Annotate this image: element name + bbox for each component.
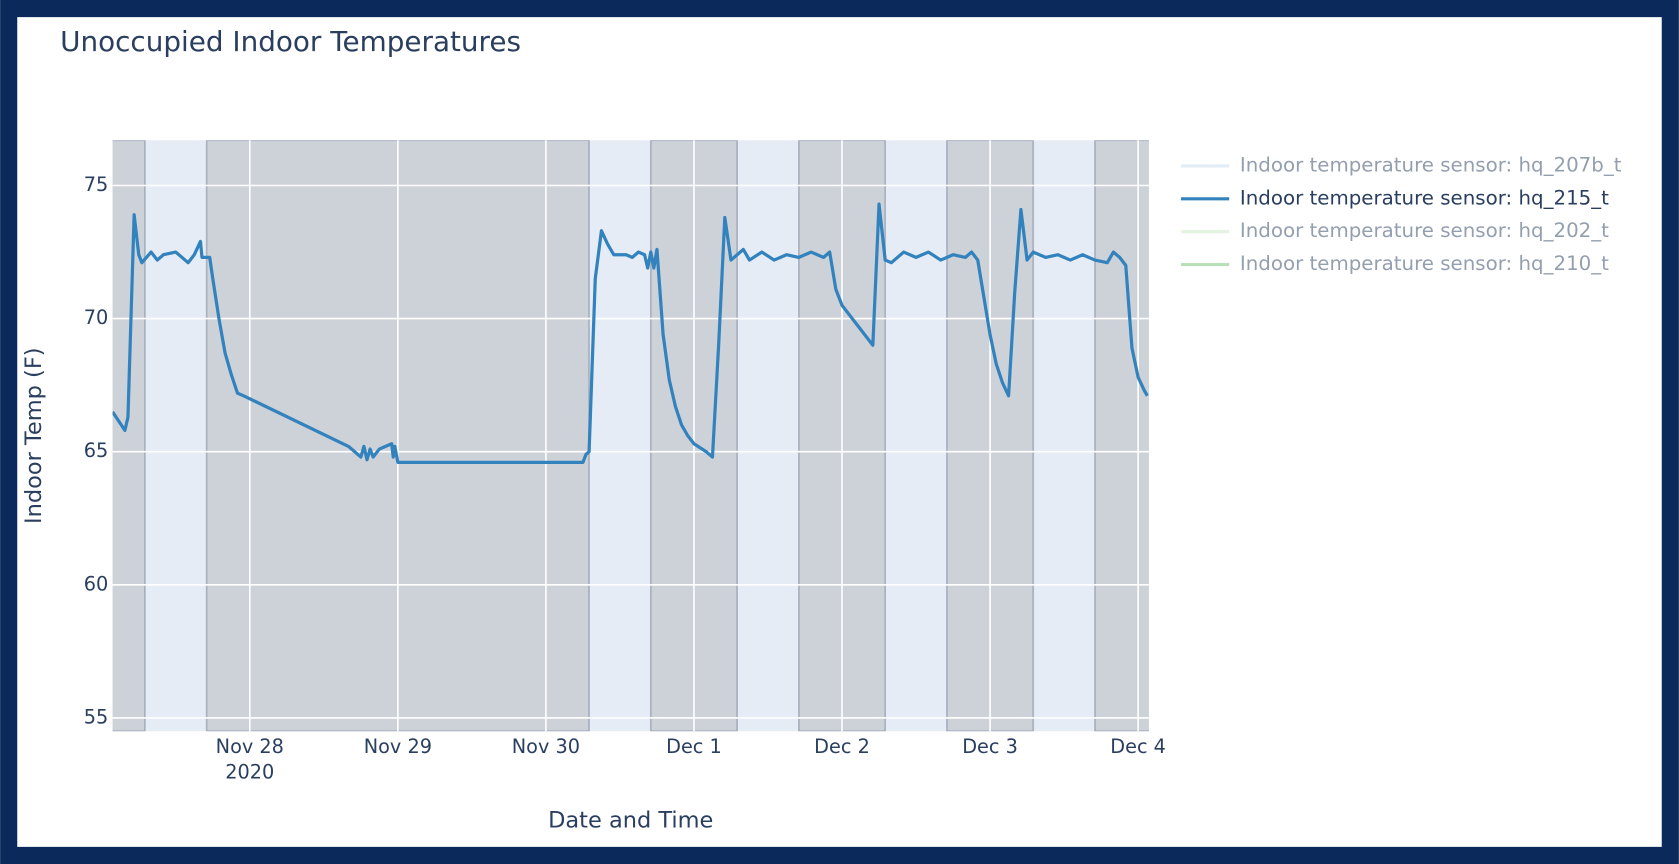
y-tick-label: 55 [84,705,109,728]
lines [112,202,1149,464]
y-tick-label: 75 [84,173,109,196]
y-axis-title: Indoor Temp (F) [21,348,47,524]
unoccupied-period [1094,140,1149,732]
unoccupied-period [112,140,146,732]
x-tick-label: Dec 1 [666,735,722,758]
legend-label[interactable]: Indoor temperature sensor: hq_210_t [1240,252,1609,275]
x-tick-label: Nov 30 [512,735,580,758]
legend-label[interactable]: Indoor temperature sensor: hq_207b_t [1240,153,1622,176]
grid [112,140,1149,732]
x-tick-year: 2020 [225,760,274,783]
x-tick-label: Nov 28 [216,735,284,758]
y-tick-label: 65 [84,439,109,462]
y-tick-label: 70 [84,306,109,329]
chart-title: Unoccupied Indoor Temperatures [60,25,521,58]
x-tick-label: Dec 3 [962,735,1018,758]
x-axis-title: Date and Time [548,808,713,834]
x-tick-label: Nov 29 [364,735,432,758]
plot-background [112,140,1149,732]
legend-label[interactable]: Indoor temperature sensor: hq_215_t [1240,186,1609,209]
series-line [112,202,1149,464]
legend-label[interactable]: Indoor temperature sensor: hq_202_t [1240,219,1609,242]
x-tick-label: Dec 2 [814,735,870,758]
x-tick-label: Dec 4 [1110,735,1166,758]
y-tick-label: 60 [84,572,109,595]
